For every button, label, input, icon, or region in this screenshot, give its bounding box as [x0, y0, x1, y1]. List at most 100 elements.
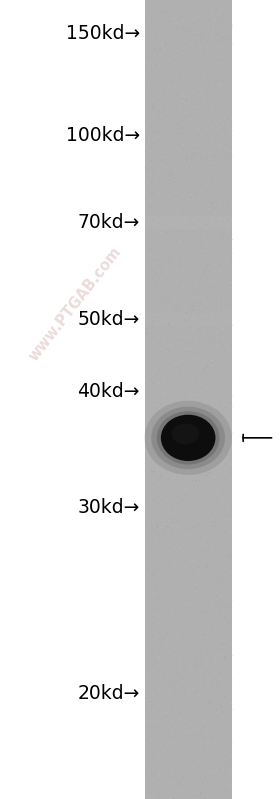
Point — [220, 43, 224, 56]
Point — [159, 260, 163, 273]
Point — [172, 731, 177, 744]
Point — [228, 251, 233, 264]
Point — [229, 214, 234, 227]
Point — [191, 70, 195, 83]
Point — [156, 241, 161, 254]
Point — [168, 539, 173, 552]
Point — [191, 162, 195, 175]
Point — [223, 590, 228, 603]
Point — [163, 419, 167, 431]
Point — [179, 10, 184, 23]
Point — [212, 520, 216, 533]
Point — [146, 269, 151, 282]
Point — [220, 357, 225, 370]
Point — [204, 701, 208, 714]
Point — [143, 484, 148, 497]
Point — [223, 82, 227, 95]
Point — [160, 267, 164, 280]
Point — [188, 226, 193, 239]
Point — [190, 568, 194, 581]
Point — [219, 632, 223, 645]
Point — [210, 284, 214, 297]
Point — [167, 255, 172, 268]
Ellipse shape — [144, 401, 232, 475]
Point — [165, 240, 169, 253]
Point — [160, 761, 164, 774]
Point — [167, 4, 172, 17]
Point — [224, 333, 229, 346]
Point — [207, 75, 211, 88]
Point — [149, 255, 154, 268]
Point — [179, 769, 183, 781]
Point — [144, 144, 149, 157]
Point — [228, 513, 232, 526]
Point — [185, 451, 190, 464]
Point — [228, 118, 233, 131]
Point — [228, 311, 232, 324]
Point — [224, 515, 228, 527]
Point — [205, 599, 209, 612]
Point — [207, 790, 212, 799]
Point — [199, 447, 204, 460]
Point — [224, 397, 229, 410]
Point — [215, 3, 220, 16]
Point — [199, 23, 203, 36]
Point — [143, 511, 148, 524]
Point — [173, 272, 177, 284]
Point — [206, 674, 210, 687]
Text: 50kd→: 50kd→ — [78, 310, 140, 329]
Point — [186, 670, 190, 682]
Point — [183, 534, 188, 547]
Point — [185, 149, 189, 161]
Point — [218, 228, 223, 240]
Point — [215, 478, 220, 491]
Point — [185, 688, 189, 701]
Point — [148, 17, 152, 30]
Point — [213, 84, 218, 97]
Point — [178, 396, 182, 408]
Point — [176, 288, 181, 301]
Point — [203, 280, 207, 293]
Point — [151, 324, 155, 337]
Point — [160, 133, 164, 146]
Point — [191, 432, 195, 445]
Point — [149, 305, 154, 318]
Point — [225, 35, 229, 48]
Point — [144, 57, 148, 70]
Point — [151, 611, 155, 624]
Point — [210, 649, 214, 662]
Point — [215, 74, 220, 86]
Point — [200, 35, 204, 48]
Point — [169, 599, 173, 612]
Point — [190, 683, 195, 696]
Point — [230, 38, 234, 50]
Point — [182, 544, 186, 557]
Point — [164, 569, 169, 582]
Point — [186, 384, 191, 397]
Point — [223, 691, 227, 704]
Point — [229, 757, 234, 770]
Point — [146, 217, 150, 230]
Point — [217, 222, 221, 235]
Point — [196, 268, 200, 281]
Point — [225, 255, 230, 268]
Point — [163, 201, 168, 213]
Point — [228, 67, 232, 80]
Point — [196, 384, 201, 397]
Point — [162, 633, 166, 646]
Point — [189, 526, 193, 539]
Point — [215, 674, 220, 687]
Point — [157, 768, 162, 781]
Point — [146, 475, 150, 488]
Point — [160, 0, 165, 8]
Point — [161, 739, 165, 752]
Point — [167, 210, 171, 223]
Point — [202, 8, 207, 21]
Point — [173, 696, 178, 709]
Point — [223, 487, 228, 500]
Point — [223, 768, 228, 781]
Point — [158, 408, 163, 421]
Point — [144, 769, 149, 782]
Point — [217, 28, 221, 41]
Point — [147, 253, 152, 266]
